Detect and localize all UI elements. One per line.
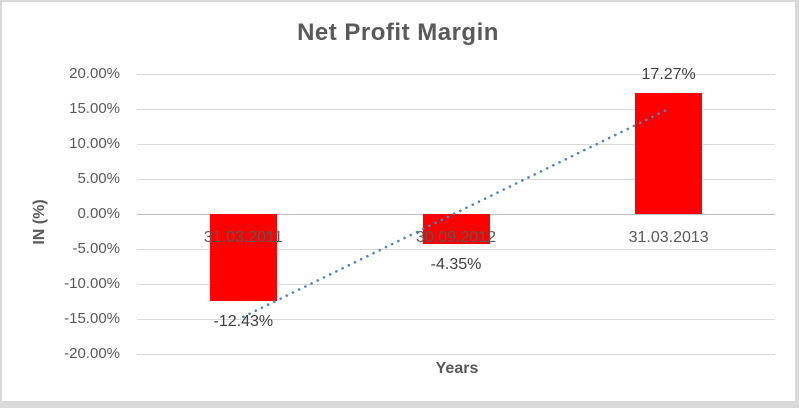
chart-title: Net Profit Margin bbox=[297, 19, 499, 46]
y-tick-label: -10.00% bbox=[64, 275, 120, 292]
y-tick-label: 20.00% bbox=[69, 65, 120, 82]
gridline bbox=[137, 73, 775, 75]
data-label: -4.35% bbox=[430, 256, 482, 274]
x-axis-title: Years bbox=[435, 360, 479, 377]
frame-border-bottom bbox=[0, 401, 799, 408]
data-label: -12.43% bbox=[213, 313, 274, 330]
frame-border-left bbox=[0, 0, 2, 408]
data-label: 17.27% bbox=[641, 66, 696, 84]
x-category-label: 31.03.2011 bbox=[203, 229, 283, 246]
y-tick-label: 5.00% bbox=[77, 170, 120, 187]
gridline bbox=[137, 353, 775, 355]
y-tick-label: -15.00% bbox=[64, 310, 120, 327]
frame-border-right bbox=[795, 0, 799, 408]
y-tick-label: 10.00% bbox=[69, 135, 120, 152]
y-tick-label: -5.00% bbox=[72, 240, 120, 257]
gridline bbox=[137, 318, 775, 320]
y-tick-label: -20.00% bbox=[64, 345, 120, 362]
y-tick-label: 15.00% bbox=[69, 100, 120, 117]
x-category-label: 30.09.2012 bbox=[415, 229, 497, 246]
y-tick-label: 0.00% bbox=[77, 205, 120, 222]
y-axis-title: IN (%) bbox=[31, 199, 48, 245]
x-category-label: 31.03.2013 bbox=[628, 229, 709, 246]
frame-border-top bbox=[0, 0, 799, 2]
